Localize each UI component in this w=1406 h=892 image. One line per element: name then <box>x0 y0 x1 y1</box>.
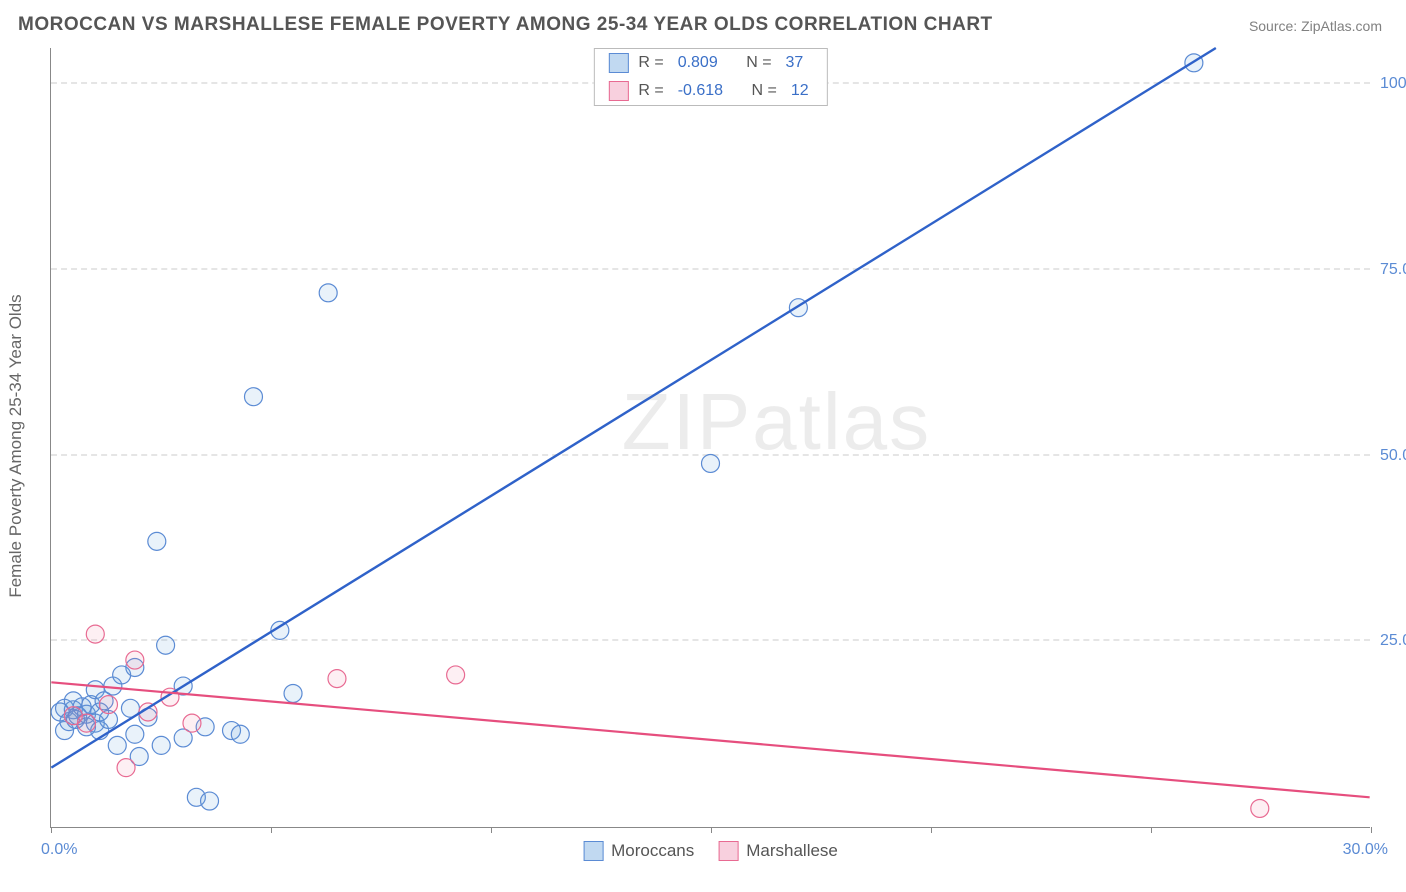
data-point-moroccans <box>126 725 144 743</box>
x-axis-max-label: 30.0% <box>1343 841 1388 859</box>
y-tick-label: 25.0% <box>1380 632 1406 650</box>
r-value-marshallese: -0.618 <box>678 82 723 100</box>
trend-line-marshallese <box>51 682 1369 797</box>
data-point-marshallese <box>126 651 144 669</box>
series-legend-item-marshallese: Marshallese <box>718 841 838 861</box>
x-tick <box>711 827 712 833</box>
data-point-moroccans <box>702 454 720 472</box>
n-label: N = <box>752 82 777 100</box>
data-point-moroccans <box>108 736 126 754</box>
correlation-legend: R = 0.809 N = 37 R = -0.618 N = 12 <box>593 48 827 106</box>
plot-area: ZIPatlas R = 0.809 N = 37 R = -0.618 N =… <box>50 48 1370 828</box>
r-value-moroccans: 0.809 <box>678 54 718 72</box>
y-tick-label: 50.0% <box>1380 447 1406 465</box>
data-point-marshallese <box>117 759 135 777</box>
swatch-blue-icon <box>608 53 628 73</box>
y-tick-label: 100.0% <box>1380 75 1406 93</box>
series-label: Marshallese <box>746 841 838 861</box>
data-point-moroccans <box>319 284 337 302</box>
chart-container: MOROCCAN VS MARSHALLESE FEMALE POVERTY A… <box>0 0 1406 892</box>
series-legend-item-moroccans: Moroccans <box>583 841 694 861</box>
data-point-marshallese <box>1251 799 1269 817</box>
x-tick <box>491 827 492 833</box>
x-axis-min-label: 0.0% <box>41 841 77 859</box>
r-label: R = <box>638 82 663 100</box>
data-point-moroccans <box>231 725 249 743</box>
data-point-marshallese <box>86 625 104 643</box>
chart-title: MOROCCAN VS MARSHALLESE FEMALE POVERTY A… <box>18 14 993 36</box>
plot-svg <box>51 48 1370 827</box>
swatch-pink-icon <box>718 841 738 861</box>
x-tick <box>1151 827 1152 833</box>
x-tick <box>931 827 932 833</box>
data-point-marshallese <box>183 714 201 732</box>
data-point-moroccans <box>201 792 219 810</box>
series-legend: Moroccans Marshallese <box>583 841 838 861</box>
x-tick <box>51 827 52 833</box>
data-point-moroccans <box>157 636 175 654</box>
x-tick <box>1371 827 1372 833</box>
data-point-marshallese <box>78 714 96 732</box>
data-point-marshallese <box>99 696 117 714</box>
data-point-moroccans <box>152 736 170 754</box>
n-label: N = <box>746 54 771 72</box>
correlation-legend-row-marshallese: R = -0.618 N = 12 <box>594 77 826 105</box>
data-point-marshallese <box>447 666 465 684</box>
data-point-moroccans <box>148 532 166 550</box>
n-value-moroccans: 37 <box>786 54 804 72</box>
correlation-legend-row-moroccans: R = 0.809 N = 37 <box>594 49 826 77</box>
source-attribution: Source: ZipAtlas.com <box>1249 18 1382 34</box>
swatch-blue-icon <box>583 841 603 861</box>
swatch-pink-icon <box>608 81 628 101</box>
y-axis-label: Female Poverty Among 25-34 Year Olds <box>6 294 26 597</box>
data-point-marshallese <box>328 670 346 688</box>
series-label: Moroccans <box>611 841 694 861</box>
data-point-moroccans <box>244 388 262 406</box>
data-point-moroccans <box>284 684 302 702</box>
trend-line-moroccans <box>51 48 1216 768</box>
x-tick <box>271 827 272 833</box>
r-label: R = <box>638 54 663 72</box>
y-tick-label: 75.0% <box>1380 261 1406 279</box>
n-value-marshallese: 12 <box>791 82 809 100</box>
